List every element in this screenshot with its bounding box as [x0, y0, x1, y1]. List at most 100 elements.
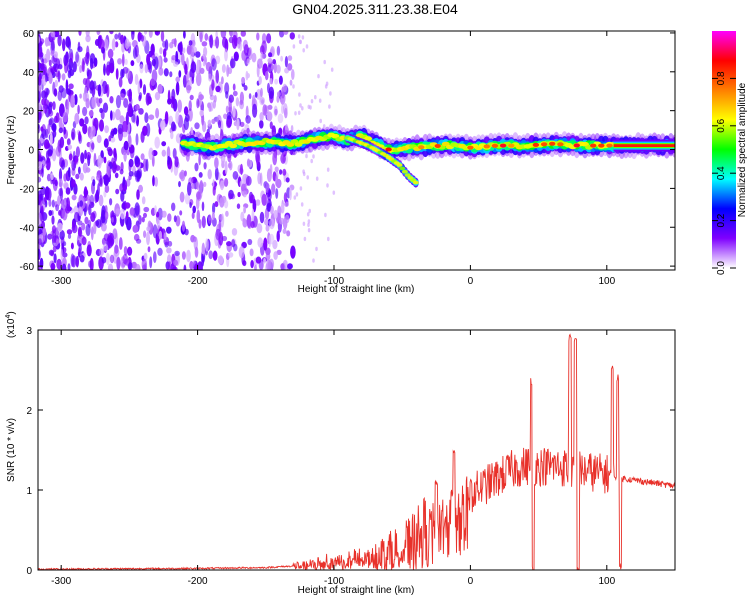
noise-speckle — [282, 83, 288, 93]
noise-speckle — [267, 189, 272, 201]
noise-speckle — [189, 202, 192, 209]
noise-speckle — [91, 96, 97, 109]
noise-speckle — [65, 36, 71, 48]
noise-speckle — [136, 189, 140, 200]
noise-speckle — [219, 180, 225, 191]
noise-speckle — [307, 228, 311, 233]
noise-speckle — [81, 58, 85, 72]
noise-speckle — [232, 171, 239, 180]
noise-speckle — [141, 258, 147, 270]
noise-speckle — [126, 89, 132, 97]
noise-speckle — [70, 242, 74, 250]
noise-speckle — [242, 260, 247, 267]
descending-branch-cell — [404, 173, 411, 177]
noise-speckle — [66, 138, 71, 146]
noise-speckle — [194, 162, 199, 172]
noise-speckle — [81, 236, 87, 246]
noise-speckle — [211, 79, 215, 91]
noise-speckle — [276, 230, 280, 242]
noise-speckle — [108, 135, 112, 142]
noise-speckle — [50, 31, 56, 38]
noise-speckle — [315, 176, 319, 181]
noise-speckle — [67, 70, 72, 79]
noise-speckle — [53, 253, 57, 264]
noise-speckle — [151, 58, 156, 67]
noise-speckle — [57, 34, 62, 47]
noise-speckle — [136, 238, 142, 244]
colorbar-ticks: 0.0 0.2 0.4 0.6 0.8 — [712, 71, 736, 275]
noise-speckle — [173, 61, 179, 67]
main-band-peak — [385, 147, 392, 152]
noise-speckle — [107, 263, 114, 270]
y-tick-label: 2 — [26, 406, 32, 417]
noise-speckle — [144, 63, 148, 74]
noise-speckle — [41, 128, 47, 140]
noise-speckle — [161, 210, 167, 218]
noise-speckle — [48, 73, 53, 85]
noise-speckle — [232, 105, 236, 118]
noise-speckle — [46, 48, 51, 62]
noise-speckle — [125, 211, 129, 220]
noise-speckle — [199, 109, 204, 117]
noise-speckle — [182, 47, 186, 54]
noise-speckle — [172, 266, 178, 270]
noise-speckle — [79, 255, 85, 263]
noise-speckle — [70, 94, 75, 108]
noise-speckle — [83, 186, 88, 199]
noise-speckle — [251, 208, 255, 222]
noise-speckle — [104, 210, 109, 220]
noise-speckle — [164, 39, 169, 51]
spectrogram-x-ticks: -300 -200 -100 0 100 — [51, 31, 616, 287]
noise-speckle — [258, 76, 262, 85]
noise-speckle — [67, 233, 72, 239]
noise-speckle — [305, 44, 309, 49]
noise-speckle — [58, 210, 62, 216]
noise-speckle — [183, 170, 187, 177]
noise-speckle — [90, 125, 96, 138]
noise-speckle — [71, 179, 76, 188]
noise-speckle — [207, 169, 212, 180]
y-tick-label: 40 — [23, 68, 35, 79]
noise-speckle — [220, 31, 227, 39]
noise-speckle — [223, 113, 228, 120]
x-tick-label: -100 — [324, 276, 344, 287]
noise-speckle — [251, 52, 257, 63]
noise-speckle — [144, 112, 149, 124]
noise-speckle — [117, 58, 123, 65]
noise-speckle — [105, 64, 111, 76]
noise-speckle — [115, 95, 122, 109]
noise-speckle — [233, 51, 239, 62]
noise-speckle — [54, 31, 60, 38]
noise-speckle — [194, 246, 199, 258]
noise-speckle — [329, 91, 332, 96]
noise-speckle — [96, 134, 102, 144]
main-band-peak — [573, 143, 580, 148]
noise-speckle — [291, 69, 295, 80]
noise-speckle — [212, 250, 218, 261]
noise-speckle — [271, 183, 276, 196]
noise-speckle — [255, 153, 261, 167]
noise-speckle — [254, 91, 258, 98]
noise-speckle — [58, 85, 64, 93]
noise-speckle — [71, 194, 77, 201]
noise-speckle — [136, 115, 139, 127]
noise-speckle — [95, 189, 100, 202]
noise-speckle — [239, 99, 245, 110]
descending-branch-cell — [399, 166, 406, 171]
noise-speckle — [275, 178, 282, 189]
noise-speckle — [267, 58, 273, 63]
snr-x-label: Height of straight line (km) — [298, 585, 415, 596]
spectrogram-frame — [37, 30, 676, 271]
noise-speckle — [194, 122, 200, 130]
noise-speckle — [155, 107, 160, 119]
noise-speckle — [290, 125, 294, 133]
noise-speckle — [252, 103, 258, 118]
noise-speckle — [97, 154, 102, 169]
colorbar-tick-label: 0.6 — [716, 118, 727, 132]
noise-speckle — [189, 76, 193, 87]
noise-speckle — [78, 166, 81, 175]
noise-speckle — [312, 154, 315, 159]
noise-speckle — [330, 67, 334, 72]
noise-speckle — [57, 195, 61, 207]
noise-speckle — [246, 158, 251, 167]
